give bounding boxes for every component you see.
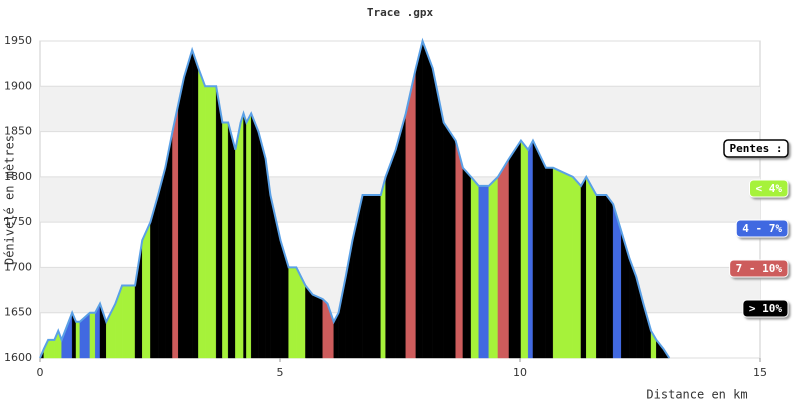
legend-label: > 10% <box>749 302 782 315</box>
legend-swatch <box>749 179 789 198</box>
slope-segment <box>305 284 313 359</box>
grid-band <box>40 86 760 132</box>
slope-segment <box>508 139 522 359</box>
slope-segment <box>385 149 396 359</box>
legend-label: 4 - 7% <box>742 222 782 235</box>
y-tick-label: 1950 <box>4 34 32 47</box>
y-tick-label: 1600 <box>4 351 32 364</box>
x-tick-label: 15 <box>753 366 767 379</box>
slope-segment <box>586 176 597 359</box>
slope-segment <box>250 113 259 359</box>
slope-segment <box>580 176 587 359</box>
slope-segment <box>470 176 479 359</box>
x-tick-label: 0 <box>37 366 44 379</box>
slope-segment <box>606 194 614 359</box>
legend-title: Pentes : <box>730 142 783 155</box>
legend: Pentes : < 4% 4 - 7% 7 - 10% > 10% <box>723 139 789 318</box>
slope-segment <box>222 122 229 359</box>
slope-segment <box>121 285 136 359</box>
y-tick-label: 1750 <box>4 215 32 228</box>
slope-segment <box>258 131 266 359</box>
x-tick-label: 5 <box>277 366 284 379</box>
slope-segment <box>362 194 381 359</box>
slope-segment <box>552 167 573 359</box>
slope-segment <box>422 40 433 359</box>
y-tick-label: 1800 <box>4 170 32 183</box>
slope-segment <box>89 312 96 359</box>
slope-segment <box>172 104 179 359</box>
slope-segment <box>395 113 406 359</box>
y-tick-label: 1700 <box>4 260 32 273</box>
slope-segment <box>235 122 241 359</box>
slope-segment <box>532 140 547 359</box>
slope-segment <box>322 298 328 359</box>
legend-label: < 4% <box>756 182 783 195</box>
slope-segment <box>488 176 499 359</box>
axes: 1600 1650 1700 1750 1800 1850 1900 1950 0 5 10 15 <box>4 34 767 379</box>
slope-segment <box>596 194 607 359</box>
slope-segment <box>204 86 213 359</box>
slope-segment <box>405 68 417 359</box>
slope-segment <box>240 113 244 359</box>
y-axis-label: Dénivelé en mètres <box>3 135 17 265</box>
slope-segment <box>157 167 166 359</box>
x-tick-label: 10 <box>513 366 527 379</box>
slope-segment <box>215 86 223 359</box>
y-tick-label: 1850 <box>4 125 32 138</box>
y-tick-label: 1900 <box>4 79 32 92</box>
slope-segment <box>478 185 489 359</box>
slope-segment <box>47 339 55 359</box>
slope-segment <box>227 122 236 359</box>
legend-swatch <box>735 219 789 238</box>
profile-line <box>39 37 671 359</box>
slope-segment <box>183 49 193 359</box>
slope-segment <box>288 267 297 359</box>
slope-segment <box>443 121 456 359</box>
slope-segment <box>198 68 206 359</box>
slope-segment <box>527 140 534 359</box>
slope-segment <box>312 294 323 359</box>
slope-segment <box>75 321 81 359</box>
slope-segment <box>572 176 582 359</box>
slope-segment <box>246 113 252 359</box>
slope-segment <box>380 176 386 359</box>
slope-segment <box>212 86 217 359</box>
slope-segment <box>178 77 185 359</box>
slope-segment <box>142 222 151 359</box>
slope-segment <box>520 140 529 359</box>
slope-segment <box>191 49 199 359</box>
chart-title: Trace .gpx <box>367 6 434 19</box>
profile <box>39 37 671 359</box>
slope-segment <box>455 140 464 359</box>
legend-swatch <box>742 299 789 318</box>
x-axis-label: Distance en km <box>646 388 747 400</box>
slope-segment <box>497 158 510 359</box>
slope-segment <box>545 167 554 359</box>
slope-segment <box>462 167 472 359</box>
slope-segment <box>243 113 247 359</box>
y-tick-label: 1650 <box>4 306 32 319</box>
slope-segment <box>415 40 423 359</box>
legend-title-box <box>723 139 789 158</box>
legend-label: 7 - 10% <box>736 262 783 275</box>
legend-swatch <box>729 259 789 278</box>
